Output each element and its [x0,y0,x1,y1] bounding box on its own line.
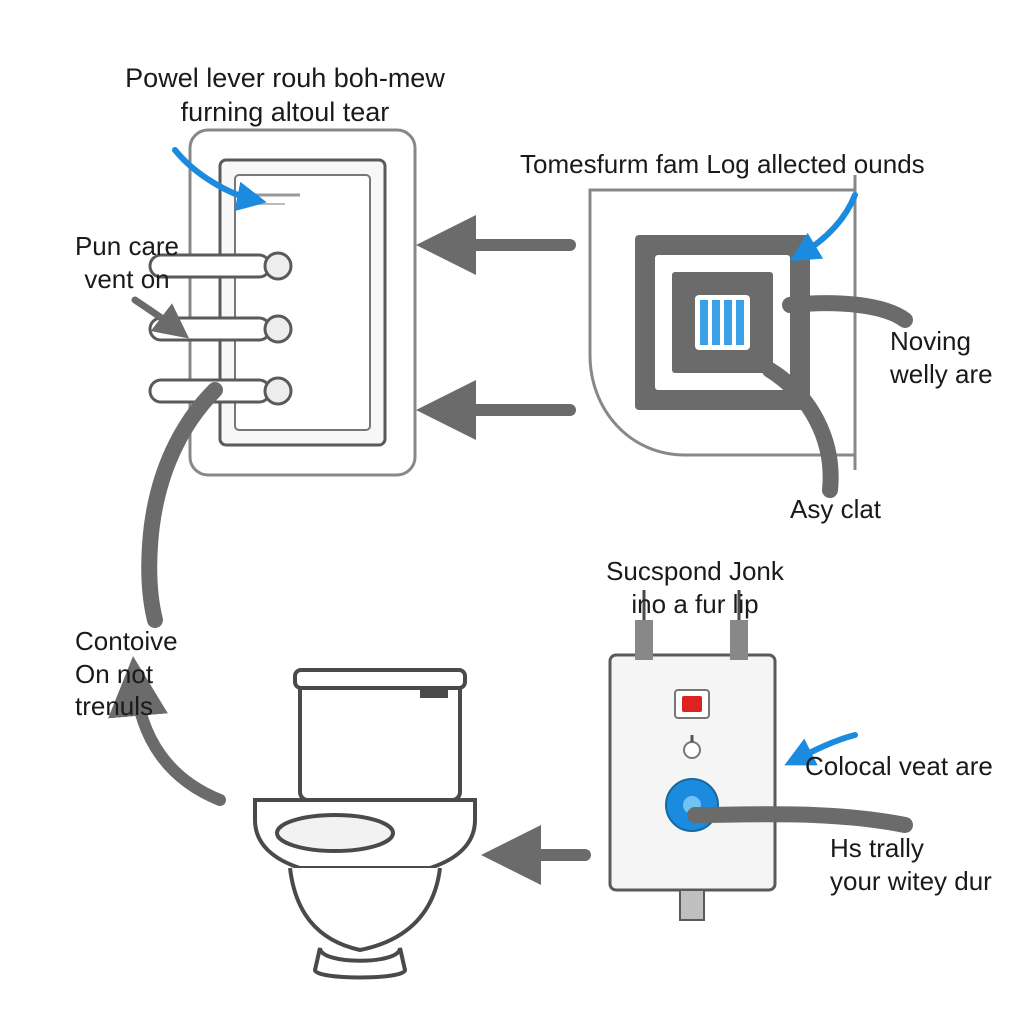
diagram-stage: { "type": "infographic", "background_col… [0,0,1024,1024]
label-sucspond: Sucspond Jonkino a fur lip [580,555,810,620]
label-noving: Novingwelly are [890,325,1020,390]
label-tomesfurm: Tomesfurm fam Log allected ounds [520,148,925,181]
controller-box [610,590,775,920]
toilet-icon [255,670,475,978]
label-pun-care: Pun carevent on [62,230,192,295]
label-hs-trally: Hs trallyyour witey dur [830,832,1020,897]
label-top-panel-title: Powel lever rouh boh-mewfurning altoul t… [105,62,465,130]
label-contoive: ContoiveOn nottrenuls [75,625,215,723]
label-colocal: Colocal veat are [805,750,993,783]
label-asy-clat: Asy clat [790,493,881,526]
